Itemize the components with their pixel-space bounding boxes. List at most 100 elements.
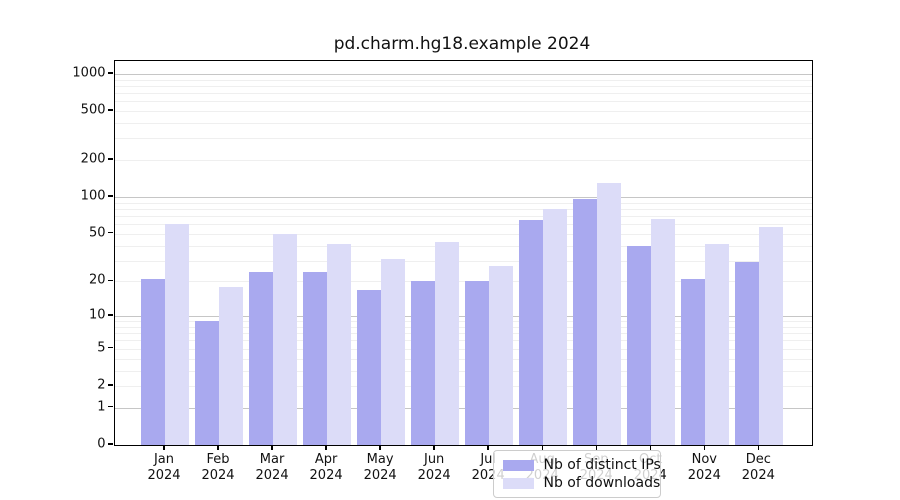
y-tick-label-5: 5 xyxy=(97,340,106,356)
gridline-minor-70 xyxy=(114,216,812,217)
gridline-minor-4 xyxy=(114,358,812,360)
bar-distinct-ips-dec xyxy=(735,262,760,445)
x-tick-label-jun: Jun 2024 xyxy=(417,452,451,483)
y-tick-label-1000: 1000 xyxy=(72,65,106,81)
bar-distinct-ips-oct xyxy=(627,245,652,445)
x-tick-label-jan: Jan 2024 xyxy=(147,452,181,483)
gridline-major-10 xyxy=(114,316,812,318)
gridline-minor-20 xyxy=(114,281,812,283)
gridline-minor-60 xyxy=(114,224,812,226)
bar-downloads-apr xyxy=(327,244,352,445)
y-tick-label-500: 500 xyxy=(80,102,106,118)
chart-title: pd.charm.hg18.example 2024 xyxy=(333,34,591,54)
y-tick-label-1: 1 xyxy=(97,399,106,415)
bar-distinct-ips-may xyxy=(357,289,382,445)
bar-distinct-ips-jan xyxy=(141,278,165,445)
gridline-minor-2 xyxy=(114,385,812,387)
x-tick-mark-nov xyxy=(703,445,705,450)
bar-downloads-jan xyxy=(165,224,189,445)
gridline-minor-8 xyxy=(114,326,812,328)
legend-swatch-distinct-ips xyxy=(502,459,534,471)
gridline-minor-800 xyxy=(114,85,812,87)
bar-downloads-nov xyxy=(705,244,730,445)
y-tick-mark-5 xyxy=(108,347,113,349)
gridline-major-100 xyxy=(114,197,812,199)
gridline-minor-5 xyxy=(114,348,812,350)
gridline-major-1 xyxy=(114,407,812,409)
bar-downloads-jun xyxy=(435,241,460,445)
y-tick-mark-1000 xyxy=(108,72,113,74)
bar-downloads-feb xyxy=(219,286,244,445)
x-tick-mark-jul xyxy=(487,445,489,450)
gridline-minor-3 xyxy=(114,370,812,372)
gridline-minor-700 xyxy=(114,93,812,94)
x-tick-mark-feb xyxy=(217,445,219,450)
y-tick-mark-100 xyxy=(108,195,113,197)
x-tick-label-mar: Mar 2024 xyxy=(255,452,289,483)
gridline-major-1000 xyxy=(114,73,812,75)
y-tick-label-2: 2 xyxy=(97,377,106,393)
gridline-minor-7 xyxy=(114,333,812,335)
gridline-minor-300 xyxy=(114,138,812,140)
gridline-minor-600 xyxy=(114,101,812,103)
y-tick-mark-1 xyxy=(108,406,113,408)
y-tick-label-10: 10 xyxy=(88,307,106,323)
x-tick-label-nov: Nov 2024 xyxy=(687,452,721,483)
bar-downloads-sep xyxy=(597,183,622,445)
bar-downloads-aug xyxy=(543,208,568,445)
legend-label-downloads: Nb of downloads xyxy=(543,475,661,491)
x-tick-mark-may xyxy=(379,445,381,450)
y-tick-mark-2 xyxy=(108,384,113,386)
x-tick-mark-aug xyxy=(541,445,543,450)
bar-downloads-oct xyxy=(651,219,676,445)
y-tick-mark-10 xyxy=(108,314,113,316)
y-tick-label-100: 100 xyxy=(80,188,106,204)
gridline-minor-80 xyxy=(114,208,812,210)
legend: Nb of distinct IPs Nb of downloads xyxy=(492,450,661,498)
gridline-minor-30 xyxy=(114,260,812,262)
gridline-minor-900 xyxy=(114,79,812,81)
y-tick-label-20: 20 xyxy=(88,272,106,288)
x-tick-mark-mar xyxy=(271,445,273,450)
x-tick-mark-dec xyxy=(757,445,760,450)
legend-item-distinct-ips: Nb of distinct IPs xyxy=(502,456,661,474)
x-tick-mark-jan xyxy=(163,445,165,450)
y-tick-mark-500 xyxy=(108,109,113,111)
y-tick-mark-200 xyxy=(108,158,113,160)
x-tick-label-dec: Dec 2024 xyxy=(741,452,775,483)
y-tick-mark-50 xyxy=(108,232,113,234)
gridline-minor-400 xyxy=(114,123,812,124)
bar-downloads-jul xyxy=(489,266,514,445)
bar-distinct-ips-aug xyxy=(519,219,544,445)
bar-downloads-dec xyxy=(759,226,784,445)
gridline-minor-500 xyxy=(114,111,812,113)
gridline-minor-9 xyxy=(114,321,812,323)
gridline-minor-40 xyxy=(114,245,812,247)
bar-distinct-ips-jul xyxy=(465,281,490,445)
gridline-minor-90 xyxy=(114,202,812,204)
gridline-minor-50 xyxy=(114,233,812,235)
bar-distinct-ips-nov xyxy=(681,278,706,445)
x-tick-label-may: May 2024 xyxy=(363,452,397,483)
y-tick-mark-20 xyxy=(108,279,113,282)
x-tick-label-feb: Feb 2024 xyxy=(201,452,235,483)
bar-distinct-ips-jun xyxy=(411,281,436,445)
plot-area: Nb of distinct IPs Nb of downloads xyxy=(113,60,813,498)
bar-distinct-ips-apr xyxy=(303,272,328,445)
bar-distinct-ips-feb xyxy=(195,321,220,445)
x-tick-mark-jun xyxy=(433,445,435,450)
x-tick-mark-oct xyxy=(649,445,651,450)
bar-distinct-ips-mar xyxy=(249,272,274,445)
y-tick-label-50: 50 xyxy=(88,225,106,241)
gridline-minor-6 xyxy=(114,340,812,342)
x-tick-mark-sep xyxy=(595,445,597,450)
legend-swatch-downloads xyxy=(502,477,534,489)
y-tick-label-0: 0 xyxy=(97,436,106,452)
gridline-minor-200 xyxy=(114,160,812,162)
x-tick-label-apr: Apr 2024 xyxy=(309,452,343,483)
legend-label-distinct-ips: Nb of distinct IPs xyxy=(543,457,661,473)
x-tick-mark-apr xyxy=(325,445,327,450)
bar-downloads-mar xyxy=(273,233,298,445)
legend-item-downloads: Nb of downloads xyxy=(502,474,660,492)
